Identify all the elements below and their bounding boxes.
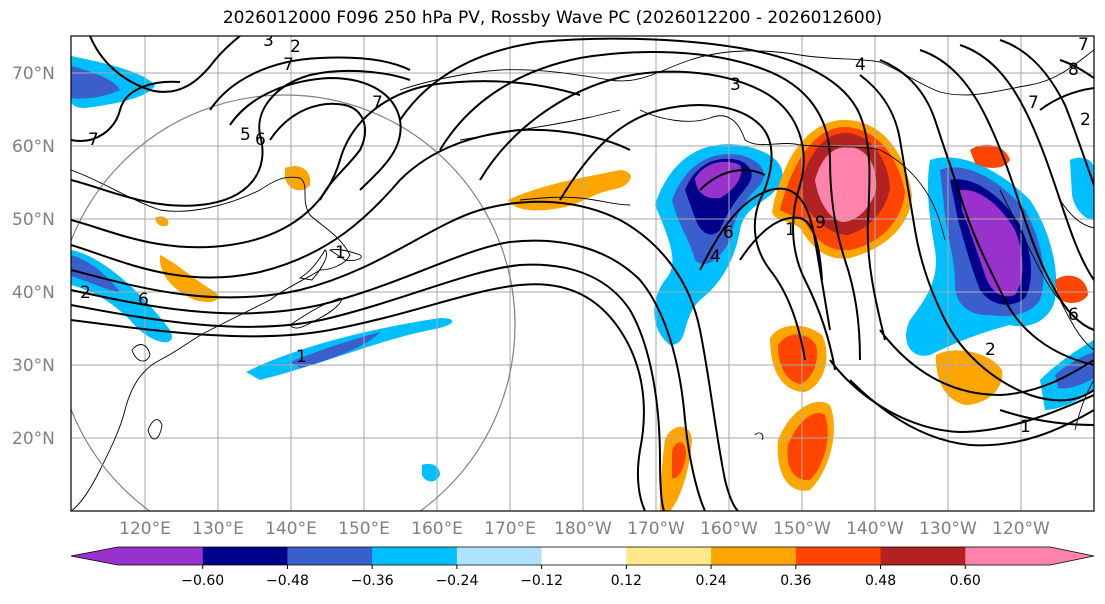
lon-label: 140°E <box>265 519 317 539</box>
contour-label: 6 <box>1068 305 1079 325</box>
lon-label: 120°W <box>992 519 1050 539</box>
contour-label: 3 <box>730 75 741 95</box>
map-title: 2026012000 F096 250 hPa PV, Rossby Wave … <box>222 8 883 28</box>
contour-label: 7 <box>283 55 294 75</box>
contour-label: 7 <box>1028 93 1039 113</box>
contour-label: 6 <box>138 290 149 310</box>
contour-label: 2 <box>985 340 996 360</box>
colorbar-segment <box>626 547 712 565</box>
lon-label: 140°W <box>846 519 904 539</box>
colorbar-segment <box>372 547 458 565</box>
contour-label: 1 <box>785 220 796 240</box>
contour-label: 9 <box>815 213 826 233</box>
contour-label: 5 <box>240 125 251 145</box>
colorbar-tick-label: 0.24 <box>696 573 727 589</box>
contour-label: 7 <box>372 93 383 113</box>
contour-labels: 3 2 7 5 6 7 3 4 7 8 7 2 6 9 4 1 1 7 2 1 … <box>80 31 1091 437</box>
lon-label: 150°W <box>773 519 831 539</box>
contour-label: 2 <box>290 37 301 57</box>
lon-label: 150°E <box>338 519 390 539</box>
red-anomaly-south <box>672 442 686 479</box>
colorbar-tick-label: −0.48 <box>266 573 309 589</box>
orange-anomaly-east <box>935 350 1003 405</box>
blue-anomaly-topleft-core <box>71 66 120 99</box>
colorbar-segment <box>118 547 204 565</box>
contour-label: 8 <box>1068 60 1079 80</box>
colorbar-tick-label: 0.12 <box>611 573 642 589</box>
lat-label-20: 20°N <box>12 429 55 449</box>
colorbar-segment <box>456 547 543 565</box>
colorbar-tick-label: −0.24 <box>435 573 478 589</box>
lat-label-40: 40°N <box>12 283 55 303</box>
radius-circle <box>71 94 516 511</box>
contour-label: 6 <box>723 223 734 243</box>
contour-label: 2 <box>80 283 91 303</box>
contour-label: 1 <box>335 243 346 263</box>
colorbar-tick-label: −0.36 <box>351 573 394 589</box>
map-frame <box>70 35 1095 512</box>
colorbar-segment <box>287 547 373 565</box>
red-anomaly-southblob <box>787 413 828 481</box>
blue-anomaly-jetstreak-core <box>290 332 380 368</box>
lon-label: 170°E <box>484 519 536 539</box>
contour-label: 3 <box>263 31 274 51</box>
colorbar-segment <box>541 547 627 565</box>
colorbar-extend-max <box>1050 547 1094 565</box>
contour-label: 2 <box>1080 110 1091 130</box>
colorbar: −0.60 −0.48 −0.36 −0.24 −0.12 0.12 0.24 0.36 0.4… <box>70 546 1095 589</box>
contour-label: 7 <box>1078 35 1089 55</box>
contour-label: 7 <box>88 130 99 150</box>
blue-anomaly-westedge-core <box>71 255 120 292</box>
contour-label: 1 <box>1020 417 1031 437</box>
blue-anomaly-small1 <box>422 463 440 482</box>
colorbar-extend-min <box>71 547 118 565</box>
contour-label: 1 <box>296 347 307 367</box>
lon-label: 130°W <box>919 519 977 539</box>
contour-label: 4 <box>710 247 721 267</box>
lat-label-50: 50°N <box>12 210 55 230</box>
orange-anomaly-farright <box>1055 275 1088 303</box>
colorbar-segment <box>965 547 1051 565</box>
orange-anomaly-korea <box>159 255 219 303</box>
contour-label: 6 <box>255 130 266 150</box>
colorbar-tick-label: 0.48 <box>865 573 896 589</box>
colorbar-tick-label: 0.60 <box>950 573 981 589</box>
pv-contours <box>71 36 1094 511</box>
red-anomaly-subtropic <box>778 334 818 384</box>
lon-label: 180°W <box>554 519 612 539</box>
blue-anomaly-farright-core <box>1055 352 1094 389</box>
lon-label: 160°E <box>411 519 463 539</box>
blue-anomaly-topright <box>1070 157 1094 220</box>
lon-label: 160°W <box>700 519 758 539</box>
colorbar-segment <box>202 547 288 565</box>
pv-shading <box>71 56 1094 511</box>
lon-label: 120°E <box>119 519 171 539</box>
colorbar-tick-label: −0.12 <box>520 573 563 589</box>
colorbar-segment <box>795 547 882 565</box>
lon-label: 170°W <box>627 519 685 539</box>
lat-label-30: 30°N <box>12 356 55 376</box>
lat-label-70: 70°N <box>12 64 55 84</box>
colorbar-outline <box>70 546 1095 566</box>
orange-anomaly-aleutian <box>508 170 631 211</box>
colorbar-segment <box>711 547 797 565</box>
colorbar-tick-label: 0.36 <box>780 573 811 589</box>
purple-anomaly-trough <box>695 161 742 199</box>
longitude-labels: 120°E 130°E 140°E 150°E 160°E 170°E 180°… <box>119 519 1050 539</box>
colorbar-tick-label: −0.60 <box>181 573 224 589</box>
latitude-labels: 70°N 60°N 50°N 40°N 30°N 20°N <box>12 64 55 449</box>
contour-label: 4 <box>855 55 866 75</box>
lat-label-60: 60°N <box>12 137 55 157</box>
purple-anomaly-east <box>960 189 1023 297</box>
lon-label: 130°E <box>192 519 244 539</box>
colorbar-segment <box>880 547 966 565</box>
